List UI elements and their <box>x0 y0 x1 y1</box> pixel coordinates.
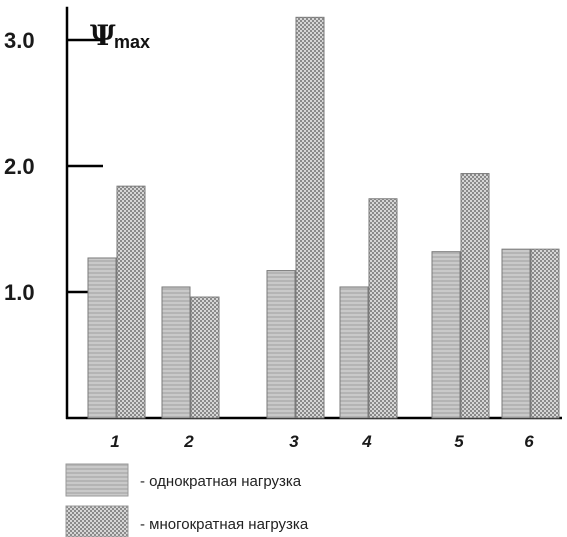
bar-series1-cat-6 <box>501 248 531 419</box>
legend-swatch-multiple <box>65 505 129 537</box>
legend-swatch-single <box>65 463 129 497</box>
legend: - однократная нагрузка - многократная на… <box>65 463 309 537</box>
bar-series1-cat-4 <box>339 286 369 419</box>
bar-series2-cat-5 <box>460 173 490 419</box>
y-axis-title: Ψ max <box>90 19 150 52</box>
legend-label-multiple: - многократная нагрузка <box>140 516 309 533</box>
bar-series1-cat-3 <box>266 270 296 419</box>
x-tick-label: 1 <box>110 432 119 451</box>
bar-series1-cat-5 <box>431 251 461 419</box>
bar-series2-cat-1 <box>116 185 146 419</box>
x-tick-label: 2 <box>183 432 194 451</box>
bar-series2-cat-3 <box>295 16 325 419</box>
x-tick-label: 5 <box>454 432 464 451</box>
bar-series2-cat-4 <box>368 198 398 419</box>
bars <box>87 16 560 419</box>
bar-series2-cat-6 <box>530 248 560 419</box>
x-tick-label: 4 <box>361 432 372 451</box>
y-axis-title-subscript: max <box>114 32 150 52</box>
legend-label-single: - однократная нагрузка <box>140 473 302 490</box>
x-tick-label: 6 <box>524 432 534 451</box>
y-tick-label: 3.0 <box>4 28 35 53</box>
bar-series2-cat-2 <box>190 296 220 419</box>
bar-series1-cat-1 <box>87 257 117 419</box>
labels: 1.0 2.0 3.0 1 2 3 4 5 6 <box>4 28 534 451</box>
x-tick-label: 3 <box>289 432 299 451</box>
y-tick-label: 2.0 <box>4 154 35 179</box>
y-axis-title-symbol: Ψ <box>90 19 116 52</box>
bar-series1-cat-2 <box>161 286 191 419</box>
y-tick-label: 1.0 <box>4 280 35 305</box>
